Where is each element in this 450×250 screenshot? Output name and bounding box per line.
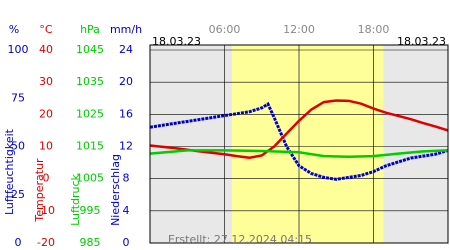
axis-unit: mm/h: [110, 23, 142, 36]
y-tick-label: 25: [11, 188, 25, 201]
y-tick-label: -20: [37, 236, 55, 249]
date-left: 18.03.23: [152, 35, 201, 48]
daylight-layer: [231, 45, 384, 243]
date-right: 18.03.23: [397, 35, 446, 48]
y-tick-label: 16: [119, 107, 133, 120]
axis-title: Luftdruck: [69, 173, 82, 225]
footer: Erstellt: 27.12.2024 04:15: [168, 233, 312, 246]
axis-title: Niederschlag: [109, 154, 122, 226]
y-tick-label: 20: [39, 107, 53, 120]
y-tick-label: 1015: [76, 140, 104, 153]
y-tick-label: 100: [8, 43, 29, 56]
series-line: [149, 101, 449, 181]
y-tick-label: 0: [123, 236, 130, 249]
y-tick-label: 20: [119, 75, 133, 88]
plot-frame: [149, 44, 449, 244]
y-tick-label: 1025: [76, 107, 104, 120]
y-tick-label: 1005: [76, 172, 104, 185]
axis-title: Temperatur: [33, 158, 46, 223]
y-tick-label: -10: [37, 204, 55, 217]
lines-layer: [149, 99, 449, 181]
grid-layer: [150, 45, 448, 244]
y-tick-label: 50: [11, 140, 25, 153]
y-tick-label: 0: [15, 236, 22, 249]
daylight: [231, 45, 384, 243]
y-tick-label: 12: [119, 140, 133, 153]
y-tick-label: 985: [80, 236, 101, 249]
axis-unit: %: [9, 23, 19, 36]
x-tick-label: 18:00: [358, 23, 390, 36]
y-tick-label: 75: [11, 91, 25, 104]
series-line: [149, 149, 449, 159]
y-tick-label: 30: [39, 75, 53, 88]
y-tick-label: 10: [39, 140, 53, 153]
y-tick-label: 24: [119, 43, 133, 56]
y-tick-label: 0: [43, 172, 50, 185]
y-tick-label: 1035: [76, 75, 104, 88]
y-tick-label: 8: [123, 172, 130, 185]
y-tick-label: 4: [123, 204, 130, 217]
axis-unit: °C: [39, 23, 53, 36]
x-tick-label: 12:00: [283, 23, 315, 36]
y-tick-label: 40: [39, 43, 53, 56]
y-tick-label: 995: [80, 204, 101, 217]
x-tick-label: 06:00: [209, 23, 241, 36]
series-line: [149, 99, 449, 160]
y-tick-label: 1045: [76, 43, 104, 56]
axis-title: Luftfeuchtigkeit: [3, 128, 16, 215]
axis-unit: hPa: [80, 23, 100, 36]
